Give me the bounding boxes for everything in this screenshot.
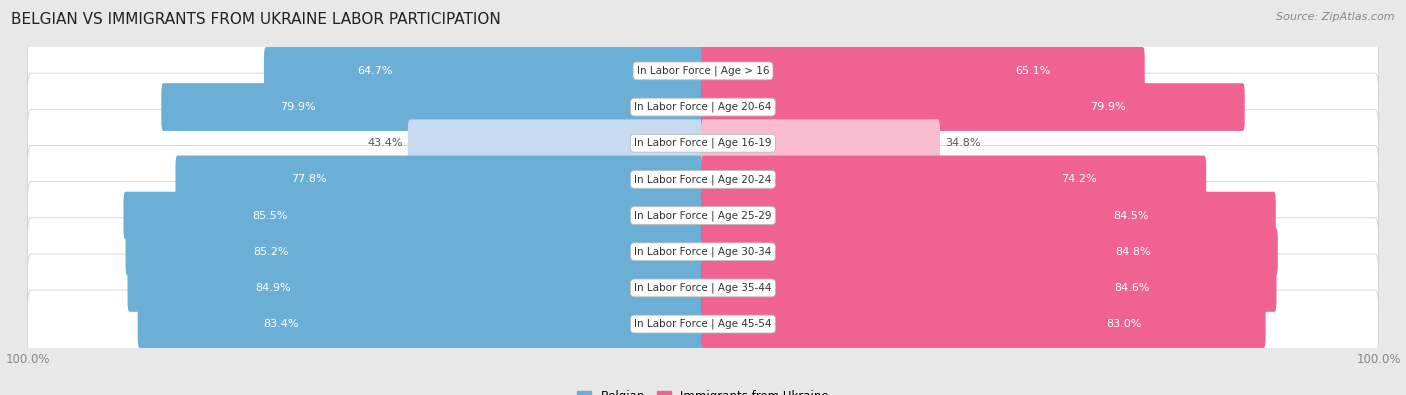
Text: 79.9%: 79.9%: [280, 102, 316, 112]
Text: In Labor Force | Age 25-29: In Labor Force | Age 25-29: [634, 210, 772, 221]
Text: 83.0%: 83.0%: [1105, 319, 1142, 329]
Text: 84.5%: 84.5%: [1114, 211, 1149, 220]
Text: Source: ZipAtlas.com: Source: ZipAtlas.com: [1277, 12, 1395, 22]
Legend: Belgian, Immigrants from Ukraine: Belgian, Immigrants from Ukraine: [572, 385, 834, 395]
FancyBboxPatch shape: [138, 300, 704, 348]
Text: In Labor Force | Age 35-44: In Labor Force | Age 35-44: [634, 283, 772, 293]
FancyBboxPatch shape: [125, 228, 704, 276]
Text: In Labor Force | Age 30-34: In Labor Force | Age 30-34: [634, 246, 772, 257]
FancyBboxPatch shape: [702, 300, 1265, 348]
FancyBboxPatch shape: [128, 264, 704, 312]
Text: 77.8%: 77.8%: [291, 175, 326, 184]
Text: 83.4%: 83.4%: [263, 319, 298, 329]
Text: 85.2%: 85.2%: [253, 247, 290, 257]
Text: 85.5%: 85.5%: [252, 211, 288, 220]
FancyBboxPatch shape: [702, 83, 1244, 131]
FancyBboxPatch shape: [28, 37, 1378, 105]
FancyBboxPatch shape: [28, 182, 1378, 250]
FancyBboxPatch shape: [124, 192, 704, 239]
Text: 84.8%: 84.8%: [1115, 247, 1150, 257]
FancyBboxPatch shape: [702, 228, 1278, 276]
FancyBboxPatch shape: [176, 156, 704, 203]
FancyBboxPatch shape: [28, 145, 1378, 213]
Text: 84.9%: 84.9%: [254, 283, 291, 293]
FancyBboxPatch shape: [702, 47, 1144, 95]
FancyBboxPatch shape: [702, 156, 1206, 203]
Text: 43.4%: 43.4%: [367, 138, 404, 148]
FancyBboxPatch shape: [28, 290, 1378, 358]
Text: In Labor Force | Age 45-54: In Labor Force | Age 45-54: [634, 319, 772, 329]
Text: 64.7%: 64.7%: [357, 66, 394, 76]
Text: 34.8%: 34.8%: [945, 138, 980, 148]
FancyBboxPatch shape: [264, 47, 704, 95]
Text: 65.1%: 65.1%: [1015, 66, 1050, 76]
Text: In Labor Force | Age 16-19: In Labor Force | Age 16-19: [634, 138, 772, 149]
FancyBboxPatch shape: [702, 264, 1277, 312]
FancyBboxPatch shape: [162, 83, 704, 131]
Text: 79.9%: 79.9%: [1090, 102, 1126, 112]
FancyBboxPatch shape: [28, 73, 1378, 141]
Text: In Labor Force | Age > 16: In Labor Force | Age > 16: [637, 66, 769, 76]
Text: BELGIAN VS IMMIGRANTS FROM UKRAINE LABOR PARTICIPATION: BELGIAN VS IMMIGRANTS FROM UKRAINE LABOR…: [11, 12, 501, 27]
FancyBboxPatch shape: [28, 109, 1378, 177]
FancyBboxPatch shape: [702, 192, 1275, 239]
Text: In Labor Force | Age 20-24: In Labor Force | Age 20-24: [634, 174, 772, 185]
Text: 74.2%: 74.2%: [1062, 175, 1097, 184]
FancyBboxPatch shape: [28, 254, 1378, 322]
Text: 84.6%: 84.6%: [1114, 283, 1149, 293]
FancyBboxPatch shape: [408, 119, 704, 167]
FancyBboxPatch shape: [702, 119, 941, 167]
Text: In Labor Force | Age 20-64: In Labor Force | Age 20-64: [634, 102, 772, 112]
FancyBboxPatch shape: [28, 218, 1378, 286]
